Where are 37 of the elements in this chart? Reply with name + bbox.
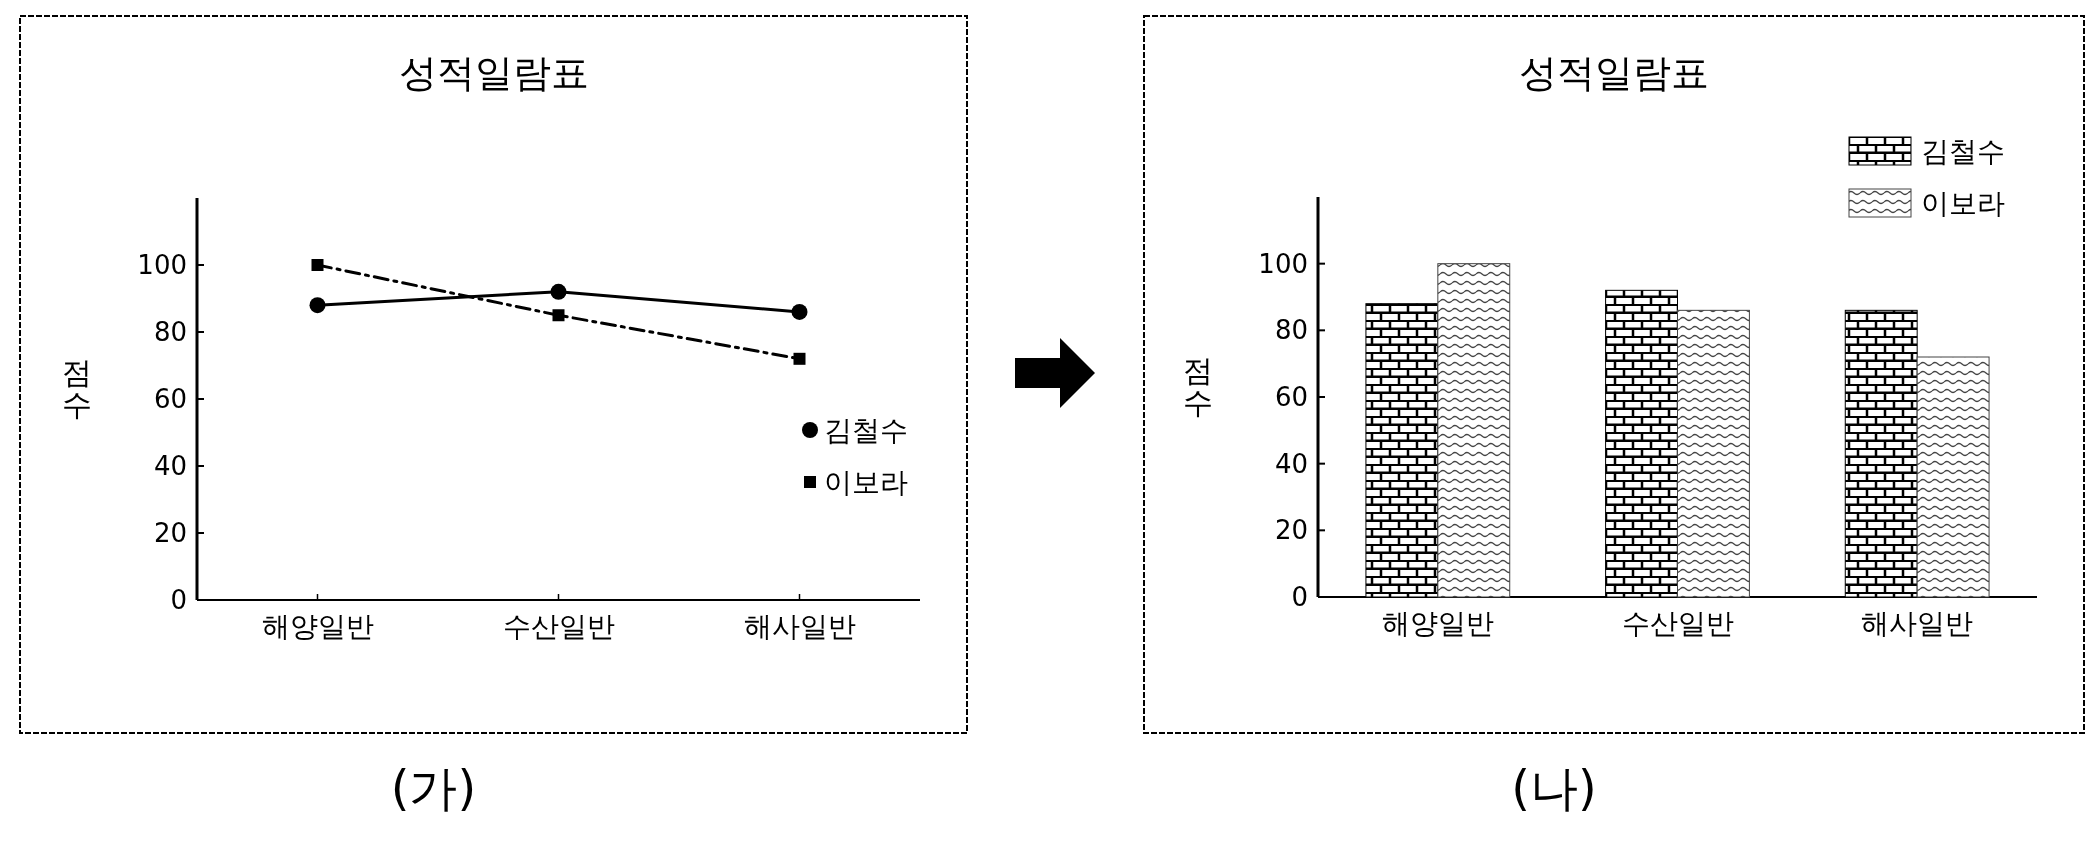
y-tick-label: 100 bbox=[1258, 248, 1308, 279]
legend-label: 김철수 bbox=[1921, 134, 2005, 168]
y-axis-title: 점수 bbox=[1183, 353, 1213, 420]
y-tick-label: 40 bbox=[153, 451, 187, 481]
bar bbox=[1916, 356, 1990, 598]
point bbox=[793, 352, 806, 365]
y-tick-label: 60 bbox=[1274, 382, 1308, 412]
y-tick-label: 80 bbox=[1274, 315, 1308, 346]
point bbox=[552, 309, 565, 322]
point bbox=[311, 259, 324, 271]
text: (가) bbox=[390, 760, 477, 816]
point bbox=[309, 297, 326, 314]
x-tick-label: 수산일반 bbox=[1621, 607, 1734, 640]
y-tick-label: 0 bbox=[1291, 582, 1308, 612]
x-tick-label: 수산일반 bbox=[502, 610, 615, 643]
y-tick-label: 100 bbox=[137, 250, 187, 280]
chart-title: 성적일람표 bbox=[1519, 51, 1709, 95]
y-tick-label: 40 bbox=[1274, 448, 1308, 479]
y-tick-label: 60 bbox=[153, 384, 187, 414]
text: (나) bbox=[1511, 760, 1597, 816]
legend-label: 김철수 bbox=[824, 413, 908, 447]
legend-label: 이보라 bbox=[1921, 186, 2005, 220]
bar bbox=[1437, 263, 1511, 598]
legend-label: 이보라 bbox=[824, 465, 908, 499]
y-tick-label: 20 bbox=[153, 518, 187, 548]
y-axis-title: 점수 bbox=[62, 355, 92, 422]
bar bbox=[1677, 309, 1750, 598]
x-tick-label: 해양일반 bbox=[261, 610, 374, 643]
y-tick-label: 0 bbox=[170, 585, 187, 615]
point bbox=[791, 303, 808, 320]
y-tick-label: 80 bbox=[153, 317, 187, 347]
x-tick-label: 해사일반 bbox=[743, 610, 856, 643]
point bbox=[550, 283, 567, 300]
y-tick-label: 20 bbox=[1274, 515, 1308, 546]
x-tick-label: 해양일반 bbox=[1381, 607, 1494, 640]
chart-title: 성적일람표 bbox=[398, 51, 589, 95]
x-tick-label: 해사일반 bbox=[1861, 607, 1974, 640]
